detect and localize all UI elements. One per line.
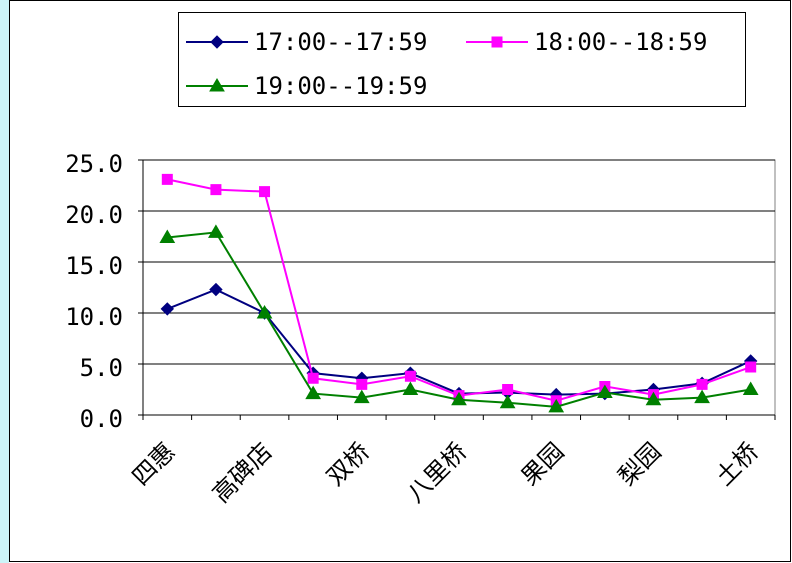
point [356,378,368,390]
legend-marker [491,36,503,48]
point [499,394,516,409]
y-tick-label: 15.0 [65,252,123,280]
legend-marker [209,78,225,92]
y-tick-label: 20.0 [65,201,123,229]
legend-label: 19:00--19:59 [254,72,427,100]
point [404,370,416,382]
point [160,302,175,316]
legend-label: 17:00--17:59 [254,28,427,56]
legend-label: 18:00--18:59 [534,28,707,56]
point [305,385,322,400]
point [353,389,370,404]
legend-marker [210,35,224,49]
point [208,224,224,238]
point [451,391,467,406]
y-tick-label: 5.0 [80,354,123,382]
point [696,378,708,390]
y-tick-label: 0.0 [80,405,123,433]
point [259,186,271,198]
y-tick-label: 10.0 [65,303,123,331]
point [596,384,613,399]
point [745,361,757,373]
legend-box [178,12,746,107]
point [159,229,176,244]
point [209,282,223,297]
plot-area [142,159,776,416]
point [645,391,662,406]
point [402,381,419,395]
point [256,305,273,319]
point [210,184,222,196]
point [307,372,319,384]
point [742,381,759,395]
point [548,398,565,413]
side-strip [0,0,9,563]
point [502,384,514,395]
y-tick-label: 25.0 [65,150,123,178]
point [161,173,173,185]
point [694,389,710,404]
